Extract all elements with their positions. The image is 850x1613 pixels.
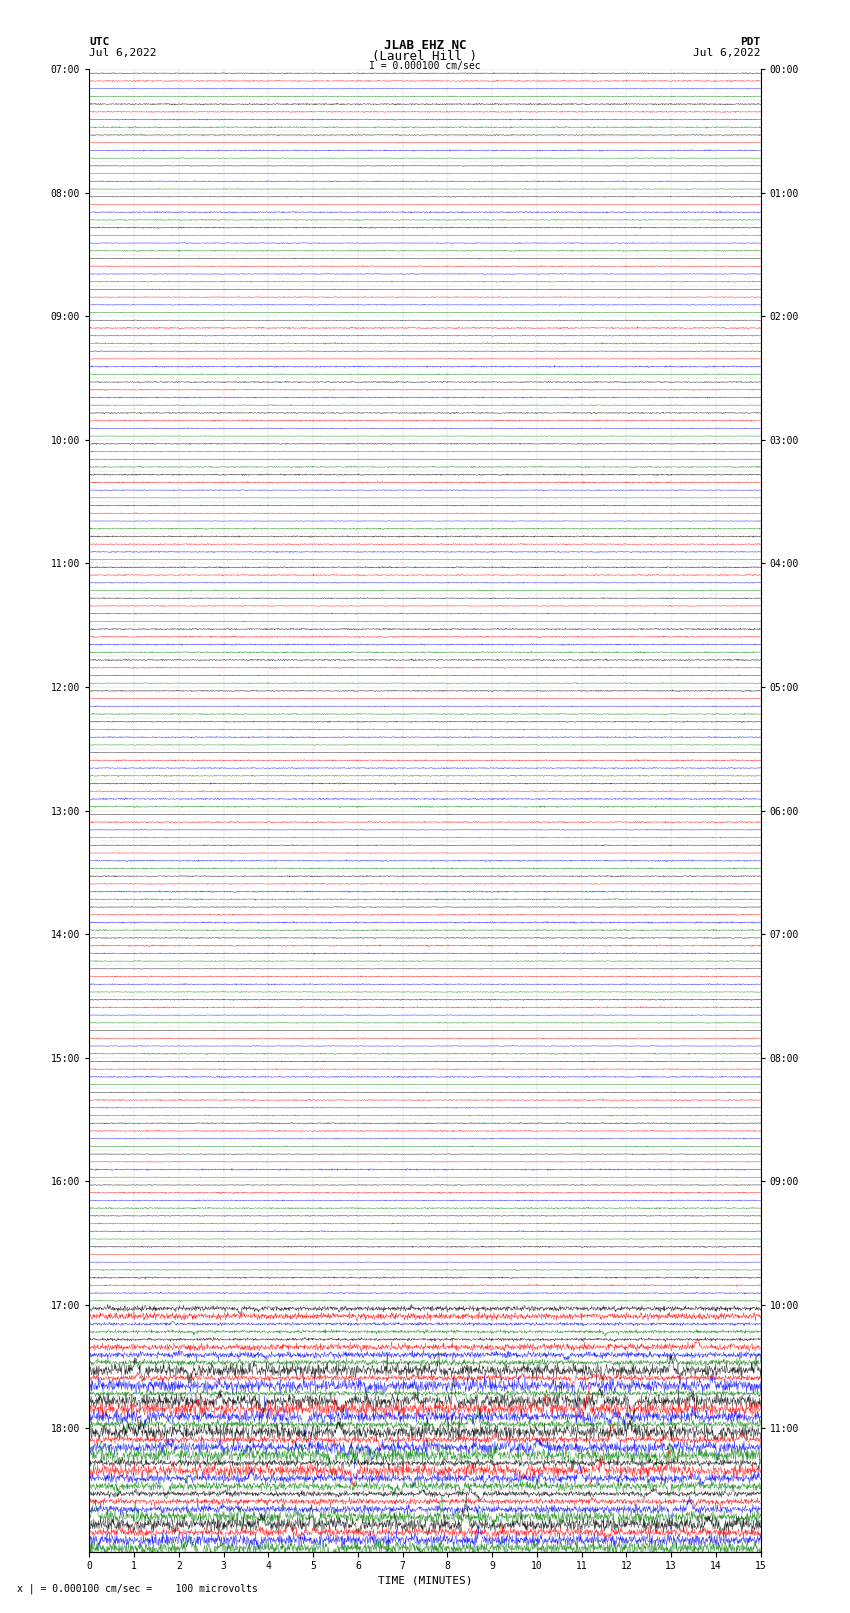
Text: PDT: PDT [740, 37, 761, 47]
Text: JLAB EHZ NC: JLAB EHZ NC [383, 39, 467, 52]
Text: Jul 6,2022: Jul 6,2022 [694, 48, 761, 58]
Text: Jul 6,2022: Jul 6,2022 [89, 48, 156, 58]
Text: I = 0.000100 cm/sec: I = 0.000100 cm/sec [369, 61, 481, 71]
Text: UTC: UTC [89, 37, 110, 47]
Text: x | = 0.000100 cm/sec =    100 microvolts: x | = 0.000100 cm/sec = 100 microvolts [17, 1582, 258, 1594]
X-axis label: TIME (MINUTES): TIME (MINUTES) [377, 1576, 473, 1586]
Text: (Laurel Hill ): (Laurel Hill ) [372, 50, 478, 63]
